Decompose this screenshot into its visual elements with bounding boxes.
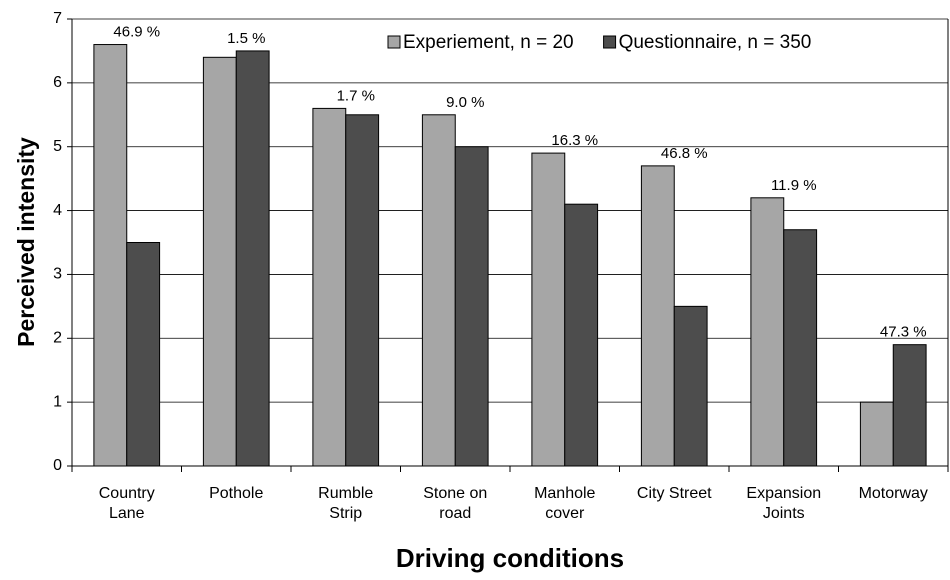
legend-label: Experiement, n = 20	[403, 32, 574, 53]
bar	[750, 197, 785, 467]
x-tick-label: Rumble Strip	[318, 485, 374, 522]
x-tick-label: Country Lane	[98, 485, 155, 522]
legend-label: Questionnaire, n = 350	[619, 32, 812, 53]
bar	[564, 203, 599, 467]
bar	[783, 229, 818, 467]
annotation: 1.5 %	[227, 30, 265, 47]
y-tick-label: 4	[53, 202, 62, 219]
annotation: 47.3 %	[880, 324, 927, 341]
x-tick-label: Pothole	[209, 485, 264, 502]
bar	[640, 165, 675, 467]
bar	[531, 152, 566, 467]
y-tick-label: 1	[53, 393, 62, 410]
bar	[312, 107, 347, 467]
y-axis-title: Perceived intensity	[13, 137, 39, 347]
x-tick-label: Manhole cover	[534, 485, 596, 522]
annotation: 1.7 %	[337, 87, 375, 104]
bar	[202, 56, 237, 467]
x-axis-title: Driving conditions	[396, 543, 624, 573]
annotation: 16.3 %	[551, 132, 598, 149]
annotation: 9.0 %	[446, 94, 484, 111]
y-tick-label: 3	[53, 266, 62, 283]
annotation: 46.9 %	[113, 24, 160, 41]
y-tick-label: 6	[53, 74, 62, 91]
y-tick-label: 7	[53, 10, 62, 27]
bar	[93, 44, 128, 467]
bar	[235, 50, 270, 467]
bar	[859, 401, 894, 467]
bar	[892, 344, 927, 467]
legend-swatch	[387, 35, 401, 49]
y-tick-label: 0	[53, 457, 62, 474]
x-tick-label: Expansion Joints	[746, 485, 822, 522]
bar	[126, 242, 161, 467]
legend-swatch	[603, 35, 617, 49]
annotation: 11.9 %	[771, 177, 817, 194]
bar	[673, 305, 708, 467]
bar	[421, 114, 456, 467]
x-tick-label: Motorway	[858, 485, 928, 502]
y-tick-label: 5	[53, 138, 62, 155]
bar	[454, 146, 489, 467]
x-tick-label: City Street	[636, 485, 712, 502]
x-tick-label: Stone on road	[423, 485, 488, 522]
bar	[345, 114, 380, 467]
y-tick-label: 2	[53, 330, 62, 347]
annotation: 46.8 %	[661, 145, 708, 162]
